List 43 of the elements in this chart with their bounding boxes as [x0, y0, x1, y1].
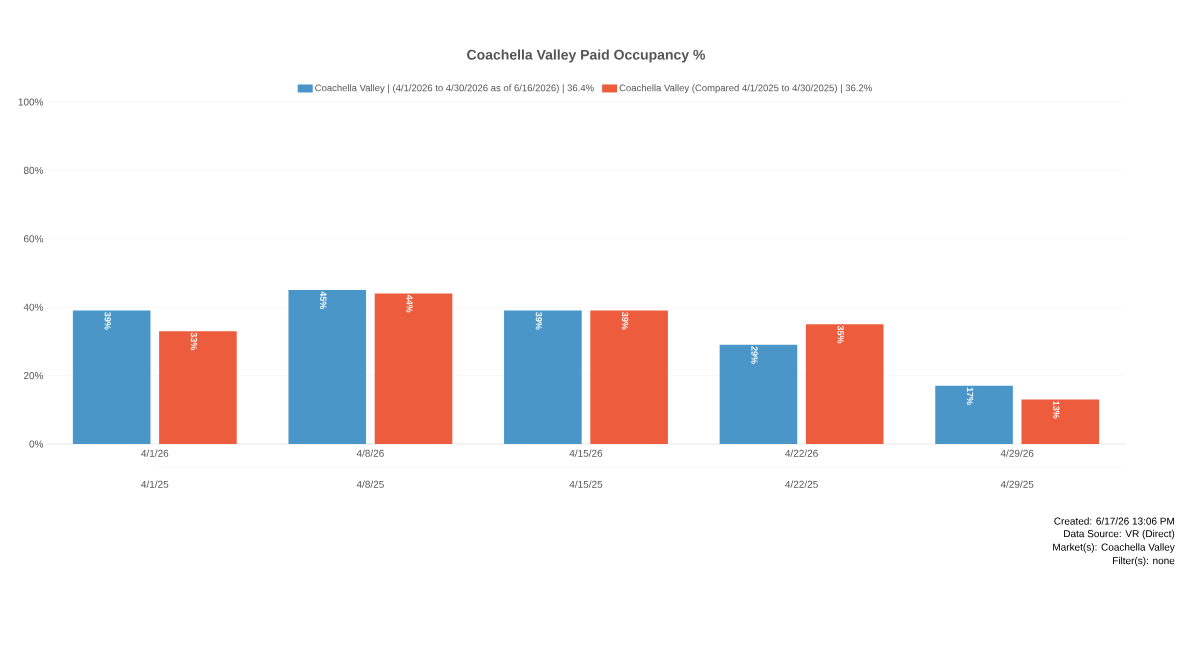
- data-label: 39%: [104, 312, 111, 330]
- text: 4/8/25: [356, 480, 384, 488]
- bar: [288, 290, 367, 444]
- bar: [374, 293, 453, 444]
- legend-label: Coachella Valley | (4/1/2026 to 4/30/2026 as of 6/16/2026) | 36.4%: [315, 84, 594, 94]
- bar: [504, 310, 582, 444]
- bar: [159, 331, 237, 444]
- data-label: 45%: [320, 291, 327, 310]
- text: Filter(s): none: [1113, 556, 1175, 567]
- y-tick-label: 20%: [23, 372, 44, 380]
- y-tick-label: 0%: [29, 440, 44, 448]
- text: 4/29/25: [1000, 480, 1034, 488]
- y-tick-label: 60%: [23, 235, 44, 243]
- x-tick-label: 4/29/26: [1000, 449, 1034, 457]
- data-label: 39%: [621, 312, 629, 330]
- y-tick-label: 40%: [23, 303, 44, 311]
- data-label: 44%: [406, 294, 413, 313]
- text: 4/22/25: [785, 480, 818, 488]
- data-label: 13%: [1053, 401, 1060, 419]
- y-tick-label: 100%: [18, 98, 44, 106]
- text: Created: 6/17/26 13:06 PM: [1054, 517, 1174, 525]
- text: Market(s): Coachella Valley: [1053, 543, 1175, 553]
- bar: [935, 385, 1013, 444]
- data-label: 33%: [190, 332, 198, 351]
- data-label: 35%: [837, 325, 844, 344]
- bar: [805, 324, 884, 444]
- bar: [590, 310, 668, 444]
- x-tick-label: 4/8/26: [356, 449, 384, 457]
- chart-title: Coachella Valley Paid Occupancy %: [467, 49, 706, 63]
- data-label: 17%: [966, 387, 974, 405]
- x-tick-label: 4/22/26: [785, 449, 818, 457]
- x-tick-label: 4/1/26: [141, 449, 169, 457]
- legend-label: Coachella Valley (Compared 4/1/2025 to 4/30/2025) | 36.2%: [619, 84, 872, 94]
- bar: [72, 310, 151, 444]
- data-label: 39%: [535, 312, 543, 330]
- source-note: Data Source: VR (Direct): [1064, 529, 1175, 540]
- text: 4/15/25: [569, 480, 603, 488]
- x-tick-label: 4/15/26: [569, 449, 603, 457]
- bar: [1021, 399, 1100, 444]
- data-label: 29%: [751, 346, 758, 364]
- text: 4/1/25: [141, 480, 169, 488]
- bar: [719, 344, 798, 444]
- y-tick-label: 80%: [23, 166, 44, 174]
